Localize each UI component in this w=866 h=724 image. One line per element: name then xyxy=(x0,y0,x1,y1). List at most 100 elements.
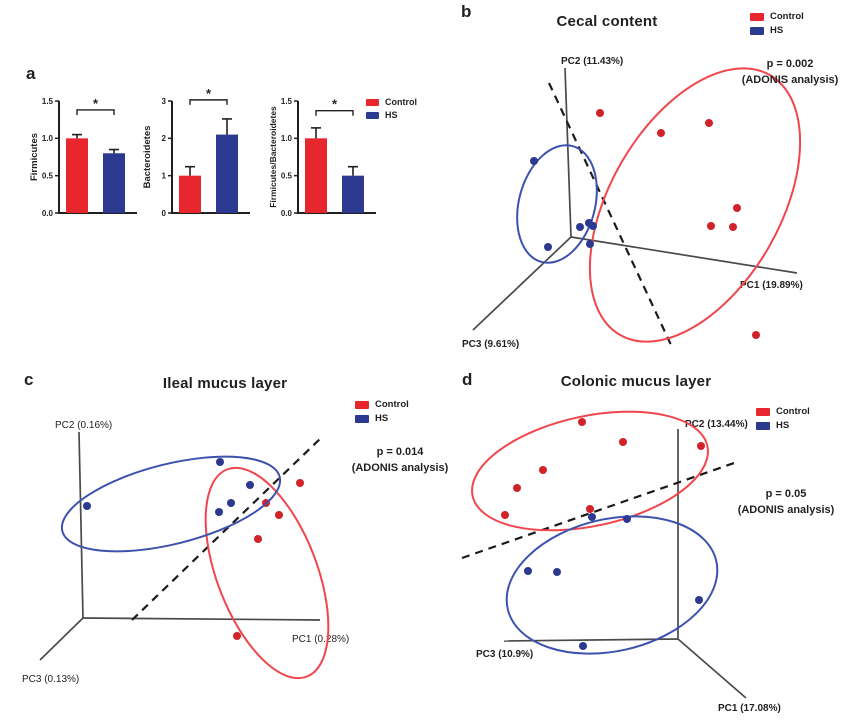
hs-cluster-ellipse xyxy=(505,515,719,655)
panel-label-a: a xyxy=(26,64,36,83)
panel-d-title: Colonic mucus layer xyxy=(560,373,712,390)
significance-bracket xyxy=(76,109,115,115)
pc1-axis-label: PC1 (17.08%) xyxy=(718,703,781,714)
pc3-axis xyxy=(39,617,84,661)
control-legend-label: Control xyxy=(770,11,804,22)
legend-item-hs: HS xyxy=(756,420,810,431)
ileal-mucus-pcoa-plot: PC1 (0.28%) PC2 (0.16%) PC3 (0.13%) xyxy=(22,420,349,685)
panel-d: PC1 (17.08%) PC2 (13.44%) PC3 (10.9%) d Co… xyxy=(440,365,866,724)
analysis-method-line: (ADONIS analysis) xyxy=(351,461,449,474)
panel-label-b: b xyxy=(461,2,472,21)
hs-data-point xyxy=(589,222,597,230)
panel-d-legend: Control HS xyxy=(756,406,810,431)
firmicutes-bar-chart: 0.0 0.5 1.0 1.5 * Firmicutes xyxy=(29,96,137,218)
pc3-axis-label: PC3 (0.13%) xyxy=(22,674,79,685)
hs-data-point xyxy=(246,481,254,489)
hs-data-point xyxy=(227,499,235,507)
significance-bracket xyxy=(189,99,228,105)
pc3-axis-label: PC3 (9.61%) xyxy=(462,339,519,350)
hs-data-point xyxy=(524,567,532,575)
control-color-swatch xyxy=(355,400,369,409)
analysis-method-line: (ADONIS analysis) xyxy=(737,503,835,516)
separator-dashed-line xyxy=(548,82,673,348)
hs-legend-label: HS xyxy=(385,110,398,120)
control-cluster-ellipse xyxy=(204,466,330,680)
hs-data-point xyxy=(576,223,584,231)
panel-label-d: d xyxy=(462,370,473,389)
control-color-swatch xyxy=(750,12,764,21)
hs-color-swatch xyxy=(756,421,770,430)
pc1-axis-label: PC1 (0.28%) xyxy=(292,634,349,645)
separator-dashed-line xyxy=(131,436,323,621)
control-bar xyxy=(66,138,88,213)
legend-item-control: Control xyxy=(355,399,409,410)
legend-item-control: Control xyxy=(756,406,810,417)
hs-data-point xyxy=(544,243,552,251)
colonic-mucus-pcoa-plot: PC1 (17.08%) PC2 (13.44%) PC3 (10.9%) xyxy=(461,410,781,714)
hs-data-point xyxy=(530,157,538,165)
control-data-point xyxy=(729,223,737,231)
hs-data-point xyxy=(553,568,561,576)
y-axis-label: Bacteroidetes xyxy=(142,126,153,189)
control-cluster-ellipse xyxy=(588,67,802,343)
hs-data-point xyxy=(579,642,587,650)
p-value-line: p = 0.014 xyxy=(376,446,424,458)
control-legend-label: Control xyxy=(776,406,810,417)
hs-data-point xyxy=(586,240,594,248)
hs-bar xyxy=(342,175,364,213)
significance-star: * xyxy=(93,96,99,111)
panel-b-p-value: p = 0.002 (ADONIS analysis) xyxy=(710,57,866,89)
hs-color-swatch xyxy=(750,26,764,35)
hs-data-point xyxy=(215,508,223,516)
pc2-axis xyxy=(78,431,84,619)
panel-c-p-value: p = 0.014 (ADONIS analysis) xyxy=(320,445,480,477)
hs-cluster-ellipse xyxy=(516,144,598,264)
control-bar xyxy=(305,138,327,213)
control-legend-label: Control xyxy=(385,97,417,107)
y-tick-label: 0 xyxy=(162,209,167,218)
p-value-line: p = 0.05 xyxy=(765,488,807,500)
control-data-point xyxy=(596,109,604,117)
hs-data-point xyxy=(623,515,631,523)
control-data-point xyxy=(619,438,627,446)
pc2-axis-label: PC2 (0.16%) xyxy=(55,420,112,431)
hs-data-point xyxy=(695,596,703,604)
control-data-point xyxy=(254,535,262,543)
y-tick-label: 0.5 xyxy=(281,171,293,180)
legend-item-control: Control xyxy=(750,11,804,22)
y-axis-label: Firmicutes/Bacteroidetes xyxy=(268,106,278,208)
control-bar xyxy=(179,175,201,213)
y-tick-label: 3 xyxy=(162,97,167,106)
panel-c-title: Ileal mucus layer xyxy=(162,375,288,392)
hs-data-point xyxy=(588,513,596,521)
hs-bar xyxy=(103,153,125,213)
legend-item-hs: HS xyxy=(366,110,417,120)
control-data-point xyxy=(296,479,304,487)
control-cluster-ellipse xyxy=(471,410,709,532)
y-tick-label: 1.0 xyxy=(42,134,54,143)
p-value-line: p = 0.002 xyxy=(766,58,814,70)
hs-legend-label: HS xyxy=(776,420,790,431)
control-data-point xyxy=(705,119,713,127)
legend-item-hs: HS xyxy=(750,25,804,36)
control-data-point xyxy=(501,511,509,519)
control-legend-label: Control xyxy=(375,399,409,410)
pc1-axis xyxy=(570,236,798,274)
control-data-point xyxy=(586,505,594,513)
control-data-point xyxy=(733,204,741,212)
panel-d-p-value: p = 0.05 (ADONIS analysis) xyxy=(706,487,866,519)
hs-cluster-ellipse xyxy=(60,455,282,553)
panel-b-title: Cecal content xyxy=(556,13,658,30)
bacteroidetes-bar-chart: 0 1 2 3 * Bacteroidetes xyxy=(142,86,250,218)
hs-color-swatch xyxy=(355,414,369,423)
control-data-point xyxy=(513,484,521,492)
y-tick-label: 0.5 xyxy=(42,171,54,180)
control-data-point xyxy=(233,632,241,640)
y-tick-label: 1.5 xyxy=(281,97,293,106)
hs-legend-label: HS xyxy=(375,413,389,424)
hs-legend-label: HS xyxy=(770,25,784,36)
pc1-axis xyxy=(82,617,321,621)
pc2-axis-label: PC2 (11.43%) xyxy=(561,56,623,67)
control-data-point xyxy=(752,331,760,339)
